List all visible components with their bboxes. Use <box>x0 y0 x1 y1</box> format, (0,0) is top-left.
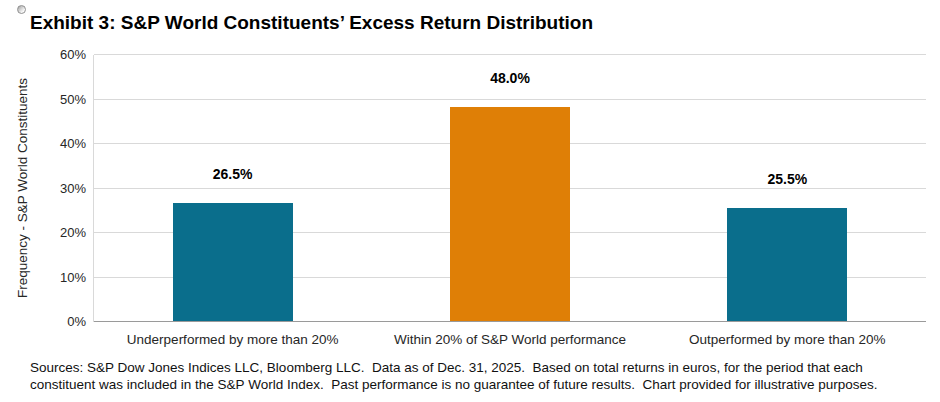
x-category-label: Outperformed by more than 20% <box>649 332 926 348</box>
y-tick-label: 10% <box>42 270 86 285</box>
bar-value-label: 26.5% <box>173 166 293 182</box>
rotate-cursor-icon <box>17 5 26 14</box>
plot-area: 0%10%20%30%40%50%60%26.5%Underperformed … <box>93 55 926 322</box>
source-footnote: Sources: S&P Dow Jones Indices LLC, Bloo… <box>30 359 930 393</box>
y-tick-label: 30% <box>42 181 86 196</box>
bar-value-label: 25.5% <box>727 171 847 187</box>
x-axis-line <box>94 321 926 322</box>
x-category-label: Within 20% of S&P World performance <box>371 332 648 348</box>
y-tick-label: 60% <box>42 47 86 62</box>
y-axis-title: Frequency - S&P World Constituents <box>15 78 30 298</box>
bar-3 <box>727 208 847 321</box>
y-tick-label: 50% <box>42 92 86 107</box>
bar-2 <box>450 107 570 321</box>
bar-value-label: 48.0% <box>450 70 570 86</box>
x-category-label: Underperformed by more than 20% <box>94 332 371 348</box>
source-footnote-line2: constituent was included in the S&P Worl… <box>30 376 930 393</box>
y-tick-label: 0% <box>42 314 86 329</box>
gridline <box>94 99 926 100</box>
chart-title: Exhibit 3: S&P World Constituents’ Exces… <box>30 12 593 34</box>
y-tick-label: 40% <box>42 136 86 151</box>
gridline <box>94 54 926 55</box>
bar-1 <box>173 203 293 321</box>
y-tick-label: 20% <box>42 225 86 240</box>
source-footnote-line1: Sources: S&P Dow Jones Indices LLC, Bloo… <box>30 359 930 376</box>
